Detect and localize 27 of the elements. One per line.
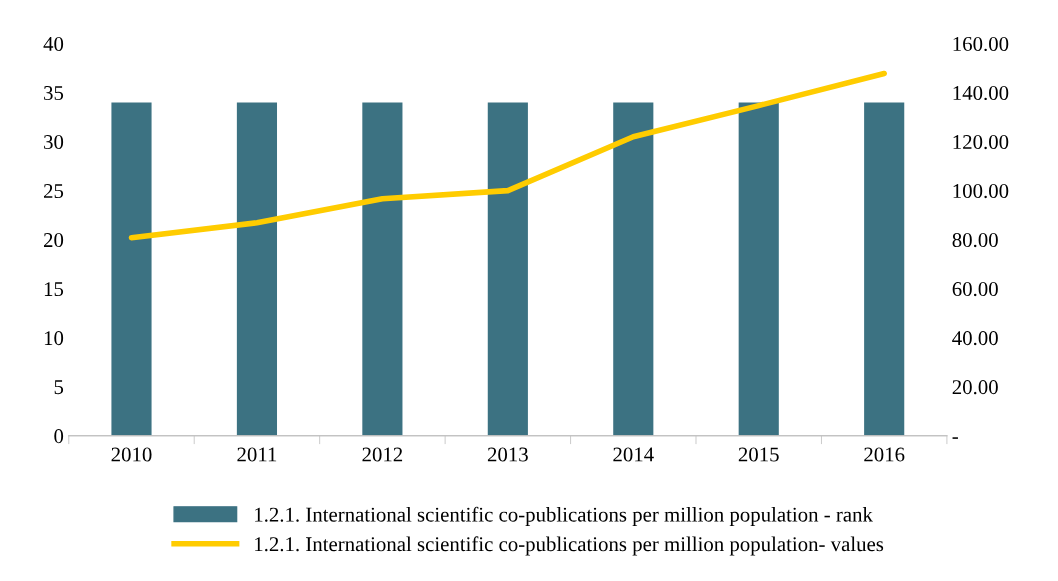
y2-tick-label: - [952,437,958,439]
y-tick-label: 35 [44,86,64,101]
legend-label: 1.2.1. International scientific co-publications per million population- values [255,536,884,556]
legend-label: 1.2.1. International scientific co-publications per million population - rank [255,506,873,526]
y-tick-label: 30 [44,134,64,150]
y2-tick-label: 120.00 [953,134,1009,150]
x-tick-label: 2011 [237,447,277,462]
y2-tick-label: 20.00 [952,380,998,395]
y2-tick-label: 40.00 [952,331,998,346]
y-tick-label: 10 [44,331,64,346]
y2-tick-label: 60.00 [952,282,998,297]
x-tick-label: 2012 [362,447,403,462]
y-tick-label: 15 [44,282,64,297]
y2-tick-label: 160.00 [953,36,1009,52]
y-tick-label: 5 [54,380,64,395]
x-tick-label: 2010 [111,447,152,462]
x-tick-label: 2014 [613,447,654,462]
x-tick-label: 2013 [487,447,528,462]
y-tick-label: 20 [43,233,64,248]
x-tick-label: 2015 [738,447,779,462]
y2-tick-label: 140.00 [953,85,1009,101]
x-tick-label: 2016 [864,447,905,462]
y2-tick-label: 100.00 [953,184,1009,199]
y-tick-label: 40 [43,36,64,52]
y-tick-label: 25 [43,184,64,199]
y2-tick-label: 80.00 [952,233,998,248]
y-tick-label: 0 [54,429,64,444]
